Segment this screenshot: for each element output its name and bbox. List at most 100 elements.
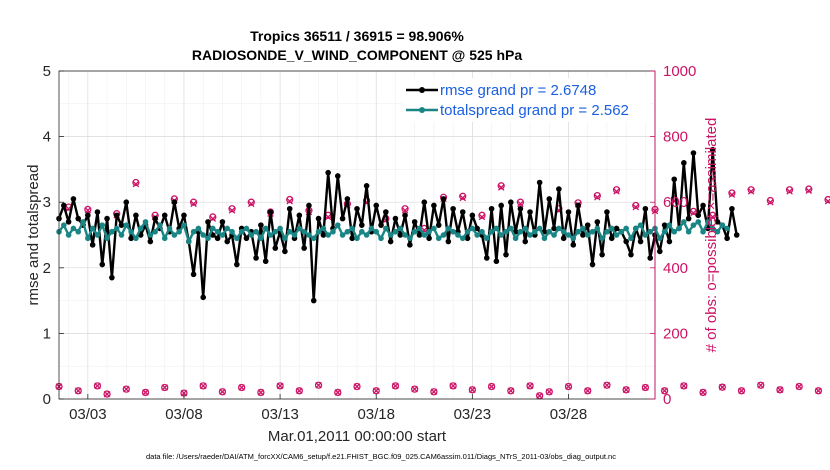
rmse-point xyxy=(671,176,678,183)
totalspread-point xyxy=(383,225,389,232)
obs-possible-marker xyxy=(103,390,111,398)
rmse-point xyxy=(267,209,274,215)
x-tick-label: 03/23 xyxy=(454,406,492,423)
rmse-point xyxy=(224,238,231,245)
rmse-point xyxy=(359,222,365,228)
obs-assimilated-marker xyxy=(286,197,293,205)
obs-assimilated-marker xyxy=(401,207,409,214)
obs-assimilated-marker xyxy=(661,387,668,395)
rmse-point xyxy=(493,258,500,265)
obs-assimilated-marker xyxy=(719,383,726,391)
obs-possible-marker xyxy=(286,195,294,204)
rmse-point xyxy=(517,205,524,212)
rmse-point xyxy=(109,274,115,281)
totalspread-point xyxy=(685,228,692,235)
rmse-point xyxy=(262,258,269,265)
obs-assimilated-marker xyxy=(603,381,611,389)
rmse-point xyxy=(70,196,77,202)
rmse-point xyxy=(647,255,653,261)
rmse-point xyxy=(65,219,72,225)
totalspread-point xyxy=(70,225,77,232)
obs-assimilated-marker xyxy=(228,207,236,214)
rmse-point xyxy=(570,242,577,248)
rmse-point xyxy=(363,183,370,189)
totalspread-point xyxy=(210,225,216,232)
totalspread-point xyxy=(546,228,553,235)
obs-assimilated-marker xyxy=(142,389,149,396)
totalspread-point xyxy=(392,228,399,235)
obs-assimilated-marker xyxy=(132,180,140,188)
obs-assimilated-marker xyxy=(459,194,467,202)
rmse-point xyxy=(219,219,226,225)
rmse-point xyxy=(709,146,716,153)
totalspread-point xyxy=(363,232,370,238)
obs-assimilated-marker xyxy=(536,392,543,399)
totalspread-point xyxy=(354,235,360,242)
obs-assimilated-marker xyxy=(199,382,207,390)
x-axis-label: Mar.01,2011 00:00:00 start xyxy=(268,428,447,445)
totalspread-point xyxy=(671,228,678,235)
totalspread-point xyxy=(344,228,351,235)
totalspread-point xyxy=(517,228,524,235)
y-axis-right-label: # of obs: o=possible; ×=assimilated xyxy=(703,118,720,353)
totalspread-point xyxy=(258,235,264,242)
totalspread-point xyxy=(556,225,562,232)
obs-possible-marker xyxy=(516,198,525,206)
rmse-point xyxy=(503,251,509,258)
y-right-tick-label: 400 xyxy=(663,260,688,277)
totalspread-point xyxy=(214,228,221,235)
footnote: data file: /Users/raeder/DAI/ATM_forcXX/… xyxy=(146,452,616,461)
totalspread-point xyxy=(195,225,202,232)
obs-possible-marker xyxy=(718,383,726,391)
obs-assimilated-marker xyxy=(738,387,745,395)
obs-assimilated-marker xyxy=(680,382,688,390)
rmse-point xyxy=(580,232,586,238)
rmse-point xyxy=(128,235,134,242)
obs-assimilated-marker xyxy=(353,383,361,390)
rmse-point xyxy=(306,202,312,209)
obs-assimilated-marker xyxy=(247,200,255,208)
totalspread-point xyxy=(301,228,307,235)
rmse-point xyxy=(205,219,211,225)
rmse-point xyxy=(556,186,562,192)
rmse-point xyxy=(565,209,572,215)
rmse-point xyxy=(584,222,591,228)
obs-assimilated-marker xyxy=(94,382,101,390)
totalspread-point xyxy=(431,225,437,232)
rmse-point xyxy=(724,235,730,242)
obs-assimilated-marker xyxy=(123,385,130,393)
totalspread-point xyxy=(224,225,231,232)
obs-possible-marker xyxy=(189,198,198,206)
obs-assimilated-marker xyxy=(728,191,736,198)
rmse-point xyxy=(315,215,322,222)
obs-possible-marker xyxy=(93,382,102,390)
rmse-point xyxy=(123,199,130,205)
totalspread-point xyxy=(176,228,182,235)
totalspread-point xyxy=(455,232,461,238)
totalspread-point xyxy=(445,225,452,232)
obs-possible-marker xyxy=(757,381,765,389)
obs-possible-marker xyxy=(593,191,601,200)
y-left-tick-label: 4 xyxy=(43,129,51,146)
rmse-point xyxy=(637,238,644,245)
obs-assimilated-marker xyxy=(594,194,601,201)
totalspread-point xyxy=(80,219,86,225)
obs-possible-marker xyxy=(603,381,611,389)
rmse-point xyxy=(474,225,480,232)
totalspread-point xyxy=(508,225,514,232)
rmse-point xyxy=(560,235,567,242)
obs-assimilated-marker xyxy=(315,381,322,389)
totalspread-point xyxy=(359,228,365,235)
obs-assimilated-marker xyxy=(584,387,591,395)
totalspread-point xyxy=(695,219,702,225)
rmse-point xyxy=(445,238,452,245)
totalspread-point xyxy=(589,228,596,235)
totalspread-point xyxy=(426,228,432,235)
rmse-point xyxy=(642,205,649,212)
totalspread-point xyxy=(286,228,293,235)
rmse-point xyxy=(161,212,168,219)
obs-possible-marker xyxy=(74,387,82,395)
obs-assimilated-marker xyxy=(180,389,188,397)
rmse-point xyxy=(354,205,360,212)
